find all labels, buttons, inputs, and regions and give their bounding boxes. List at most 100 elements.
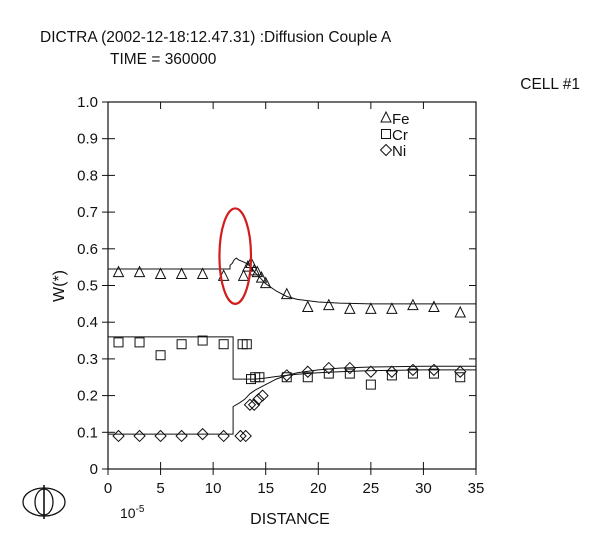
annotation-ellipse	[218, 207, 253, 305]
cr-point	[113, 337, 124, 348]
cr-point	[428, 368, 439, 379]
fe-point	[255, 271, 268, 283]
cr-point	[302, 372, 313, 383]
cr-point	[241, 339, 252, 350]
legend-cr-marker	[381, 129, 391, 139]
cr-point	[323, 368, 334, 379]
y-tick-label: 0.7	[77, 204, 98, 221]
x-axis-label: DISTANCE	[250, 511, 330, 528]
chart-subtitle: TIME = 360000	[110, 51, 217, 68]
y-tick-labels: 0 0.1 0.2 0.3 0.4 0.5 0.6 0.7 0.8 0.9 1.0	[77, 94, 98, 478]
x-tick-label: 25	[363, 480, 380, 497]
ni-point	[301, 365, 314, 378]
annotation-layer	[218, 207, 253, 305]
fe-point	[365, 302, 377, 314]
y-tick-label: 1.0	[77, 94, 98, 111]
y-axis-label: W(*)	[51, 270, 68, 302]
ni-point	[133, 429, 146, 443]
ni-point	[343, 361, 357, 375]
cr-point	[365, 379, 376, 390]
fe-point	[237, 269, 250, 281]
fe-point	[112, 265, 125, 278]
cr-point	[455, 372, 466, 383]
fe-point	[386, 302, 398, 314]
legend-fe-label: Fe	[392, 111, 410, 128]
cr-point	[386, 370, 397, 381]
x-tick-label: 10	[205, 480, 222, 497]
y-tick-label: 0.2	[77, 388, 98, 405]
ni-point	[196, 427, 209, 441]
cell-label: CELL #1	[520, 76, 580, 93]
cr-point	[218, 339, 229, 350]
chart-title: DICTRA (2002-12-18:12.47.31) :Diffusion …	[40, 29, 392, 46]
ni-point	[154, 429, 167, 443]
cr-point	[254, 372, 265, 383]
cr-point	[176, 339, 187, 350]
ni-point	[322, 361, 336, 375]
ni-point	[175, 429, 188, 443]
y-tick-label: 0.1	[77, 424, 98, 441]
cr-point	[407, 368, 418, 379]
series-curves	[108, 257, 476, 435]
y-tick-label: 0	[90, 461, 98, 478]
fe-point	[154, 267, 167, 279]
ni-point	[427, 363, 441, 377]
cr-curve	[108, 336, 476, 380]
fe-point	[301, 300, 314, 313]
fe-point	[280, 287, 293, 300]
fe-point	[454, 305, 467, 318]
axis-ticks	[102, 101, 477, 475]
fe-point	[251, 265, 264, 278]
fe-point	[133, 265, 146, 278]
x-tick-label: 0	[104, 480, 112, 497]
fe-point	[248, 263, 260, 276]
cr-point	[281, 372, 292, 383]
y-tick-label: 0.9	[77, 131, 98, 148]
series-points	[112, 256, 467, 443]
fe-point	[407, 298, 419, 311]
ni-point	[112, 429, 125, 443]
ni-curve	[108, 365, 476, 435]
fe-point	[196, 267, 209, 279]
cr-point	[197, 335, 208, 346]
fe-point	[344, 302, 356, 314]
ni-point	[243, 398, 257, 411]
y-tick-label: 0.5	[77, 278, 98, 295]
y-tick-label: 0.3	[77, 351, 98, 368]
ni-point	[280, 369, 293, 382]
fe-curve	[108, 257, 476, 305]
legend-cr-label: Cr	[392, 127, 408, 144]
ni-point	[406, 363, 420, 377]
cr-point	[344, 368, 355, 379]
legend-ni-marker	[379, 143, 393, 157]
fe-point	[259, 276, 272, 289]
fe-point	[428, 300, 440, 313]
ni-point	[385, 365, 399, 378]
ni-point	[234, 429, 247, 443]
cr-point	[134, 337, 145, 348]
y-tick-label: 0.4	[77, 314, 98, 331]
legend-fe-marker	[380, 110, 392, 123]
y-tick-label: 0.6	[77, 241, 98, 258]
dictra-logo-icon	[22, 485, 66, 519]
ni-point	[247, 398, 261, 411]
x-tick-label: 30	[415, 480, 432, 497]
plot-frame	[107, 101, 477, 470]
ni-point	[454, 365, 467, 378]
ni-point	[239, 429, 252, 443]
ni-point	[217, 429, 230, 443]
x-tick-label: 5	[156, 480, 164, 497]
legend-ni-label: Ni	[392, 143, 406, 160]
x-tick-label: 15	[257, 480, 274, 497]
cr-point	[155, 350, 166, 361]
fe-point	[175, 267, 188, 279]
y-tick-label: 0.8	[77, 167, 98, 184]
x-tick-label: 35	[468, 480, 485, 497]
fe-point	[322, 298, 335, 311]
x-tick-labels: 0 5 10 15 20 25 30 35	[104, 480, 485, 497]
ni-point	[252, 393, 265, 406]
ni-point	[256, 389, 269, 402]
x-scale-label: 10-5	[120, 504, 145, 521]
